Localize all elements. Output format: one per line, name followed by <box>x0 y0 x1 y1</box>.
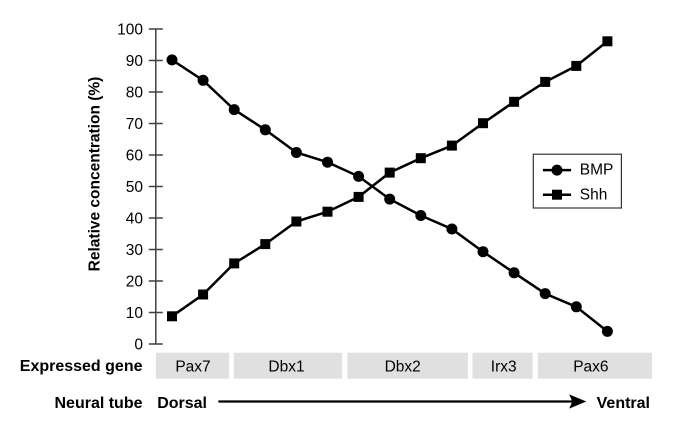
svg-text:40: 40 <box>126 211 144 228</box>
svg-text:Irx3: Irx3 <box>491 358 517 375</box>
svg-text:Expressed gene: Expressed gene <box>20 358 143 375</box>
svg-text:Relative concentration (%): Relative concentration (%) <box>87 77 104 272</box>
svg-text:10: 10 <box>126 305 144 322</box>
svg-text:Dbx1: Dbx1 <box>268 358 304 375</box>
svg-text:Pax6: Pax6 <box>573 358 608 375</box>
svg-text:90: 90 <box>126 53 144 70</box>
svg-text:30: 30 <box>126 242 144 259</box>
svg-text:70: 70 <box>126 116 144 133</box>
svg-text:Dbx2: Dbx2 <box>385 358 421 375</box>
svg-text:Ventral: Ventral <box>597 395 650 412</box>
svg-text:BMP: BMP <box>580 161 614 178</box>
svg-text:Pax7: Pax7 <box>175 358 210 375</box>
svg-text:Dorsal: Dorsal <box>157 395 207 412</box>
svg-text:20: 20 <box>126 274 144 291</box>
svg-text:80: 80 <box>126 85 144 102</box>
svg-text:100: 100 <box>117 22 143 39</box>
svg-text:60: 60 <box>126 148 144 165</box>
svg-text:0: 0 <box>134 337 143 354</box>
svg-text:Shh: Shh <box>580 187 608 204</box>
svg-text:Neural tube: Neural tube <box>54 395 142 412</box>
svg-text:50: 50 <box>126 179 144 196</box>
